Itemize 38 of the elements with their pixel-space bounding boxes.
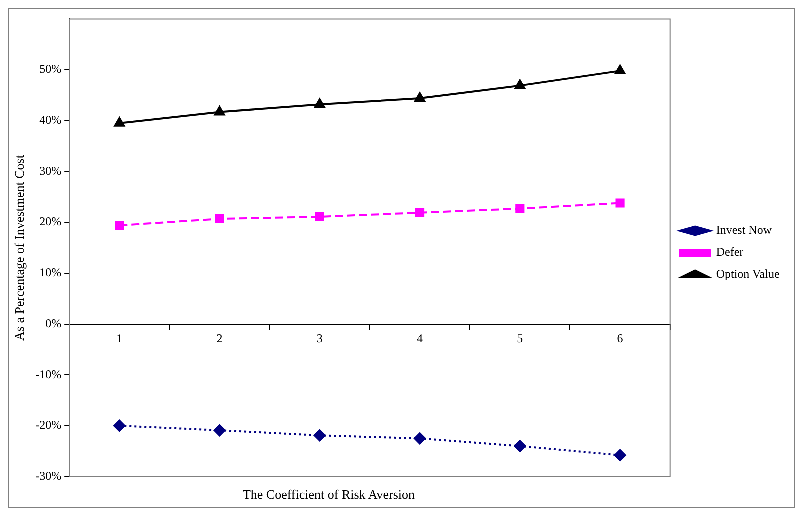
point (514, 440, 526, 452)
point (514, 80, 526, 90)
x-tick-label: 5 (517, 332, 524, 346)
x-tick-label: 1 (116, 332, 123, 346)
point (414, 92, 426, 102)
point (516, 204, 525, 214)
point (614, 449, 626, 462)
point (614, 65, 626, 75)
y-tick-label: 0% (46, 316, 62, 330)
legend-label: Defer (716, 245, 744, 260)
point (114, 420, 126, 432)
x-axis-title: The Coefficient of Risk Aversion (242, 487, 416, 504)
y-tick-label: -10% (36, 367, 62, 382)
legend-label: Invest Now (716, 223, 772, 238)
y-axis-title: As a Percentage of Investment Cost (12, 154, 28, 341)
point (114, 117, 125, 127)
x-tick-label: 3 (316, 332, 323, 346)
legend-label: Option Value (716, 267, 780, 282)
point (616, 198, 625, 208)
point (314, 430, 326, 442)
x-tick-label: 6 (617, 332, 624, 346)
y-tick-label: 10% (40, 266, 62, 280)
y-tick-label: 30% (40, 164, 62, 178)
point (414, 432, 426, 445)
y-tick-label: 50% (40, 62, 62, 76)
point (115, 221, 124, 230)
point (315, 212, 324, 222)
y-tick-label: -20% (36, 418, 62, 432)
point (214, 106, 226, 116)
x-tick-label: 2 (216, 332, 223, 346)
y-tick-label: -30% (36, 468, 62, 483)
y-tick-label: 20% (40, 214, 62, 229)
point (215, 214, 224, 224)
point (214, 424, 226, 437)
y-tick-label: 40% (40, 113, 62, 128)
point (415, 208, 425, 218)
point (314, 98, 326, 108)
x-tick-label: 4 (417, 332, 424, 346)
